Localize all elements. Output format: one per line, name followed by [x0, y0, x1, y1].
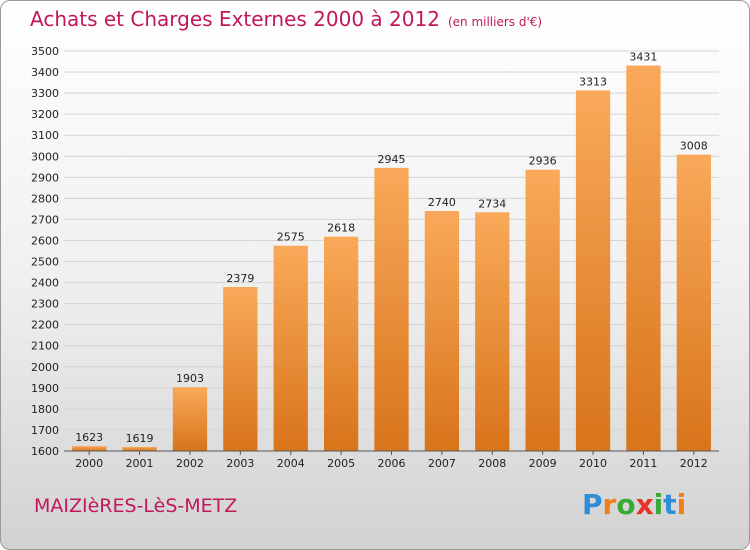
y-tick-label: 2100 [31, 340, 59, 353]
y-tick-label: 1700 [31, 424, 59, 437]
x-tick-label: 2010 [579, 457, 607, 470]
x-tick-label: 2004 [277, 457, 305, 470]
data-label: 2618 [327, 222, 355, 235]
y-tick-label: 3500 [31, 45, 59, 58]
data-labels: 1623 1619 1903 2379 2575 2618 2945 2740 2734 2936… [75, 51, 708, 445]
data-label: 2575 [277, 231, 305, 244]
bar [575, 90, 611, 452]
y-tick-label: 3000 [31, 150, 59, 163]
x-tick-label: 2012 [680, 457, 708, 470]
y-tick-label: 2500 [31, 256, 59, 269]
data-label: 2936 [529, 155, 557, 168]
logo-letter: r [602, 488, 617, 521]
data-label: 2945 [378, 153, 406, 166]
x-tick-label: 2000 [75, 457, 103, 470]
x-axis-ticks: 2000 2001 2002 2003 2004 2005 2006 2007 2008 2009… [75, 451, 708, 470]
y-tick-label: 2300 [31, 298, 59, 311]
logo-letter: i [676, 488, 687, 521]
x-tick-label: 2005 [327, 457, 355, 470]
logo-letter: t [663, 488, 677, 521]
bars [72, 65, 711, 452]
bar [323, 236, 359, 451]
x-tick-label: 2003 [226, 457, 254, 470]
y-tick-label: 1800 [31, 403, 59, 416]
data-label: 1903 [176, 372, 204, 385]
data-label: 1623 [75, 431, 103, 444]
y-tick-label: 2200 [31, 319, 59, 332]
bar [676, 154, 711, 451]
bar [72, 446, 107, 451]
bar [475, 212, 510, 451]
logo-letter: i [653, 488, 664, 521]
y-tick-label: 2000 [31, 361, 59, 374]
chart-title-block: Achats et Charges Externes 2000 à 2012 (e… [30, 7, 542, 31]
chart-unit: (en milliers d'€) [447, 15, 543, 29]
y-tick-label: 3200 [31, 108, 59, 121]
data-label: 2379 [226, 272, 254, 285]
y-tick-label: 2800 [31, 192, 59, 205]
y-tick-label: 1900 [31, 382, 59, 395]
logo-letter: x [635, 488, 654, 521]
logo-letter: P [582, 488, 603, 521]
x-tick-label: 2007 [428, 457, 456, 470]
x-tick-label: 2002 [176, 457, 204, 470]
y-tick-label: 2600 [31, 234, 59, 247]
y-tick-label: 3300 [31, 87, 59, 100]
y-axis-ticks: 1600 1700 1800 1900 2000 2100 2200 2300 2400 2500… [31, 45, 59, 458]
bar [273, 245, 308, 451]
x-tick-label: 2006 [378, 457, 406, 470]
bar [424, 211, 460, 451]
bar [525, 169, 560, 451]
town-name: MAIZIèRES-LèS-METZ [34, 495, 238, 517]
x-tick-label: 2008 [478, 457, 506, 470]
bar [626, 65, 661, 452]
y-tick-label: 3100 [31, 129, 59, 142]
data-label: 2734 [478, 197, 506, 210]
data-label: 2740 [428, 196, 456, 209]
bar [374, 167, 409, 451]
y-tick-label: 3400 [31, 66, 59, 79]
proxiti-logo: Proxiti [582, 488, 686, 521]
y-tick-label: 2400 [31, 277, 59, 290]
bar [172, 387, 208, 451]
x-tick-label: 2011 [629, 457, 657, 470]
x-tick-label: 2001 [126, 457, 154, 470]
y-tick-label: 2900 [31, 171, 59, 184]
x-tick-label: 2009 [529, 457, 557, 470]
logo-letter: o [616, 488, 636, 521]
bar [122, 447, 157, 451]
data-label: 3008 [680, 140, 708, 153]
bar [223, 287, 258, 451]
data-label: 3431 [629, 51, 657, 64]
data-label: 3313 [579, 75, 607, 88]
chart-title: Achats et Charges Externes 2000 à 2012 [30, 7, 440, 31]
y-tick-label: 2700 [31, 213, 59, 226]
y-tick-label: 1600 [31, 445, 59, 458]
data-label: 1619 [126, 432, 154, 445]
